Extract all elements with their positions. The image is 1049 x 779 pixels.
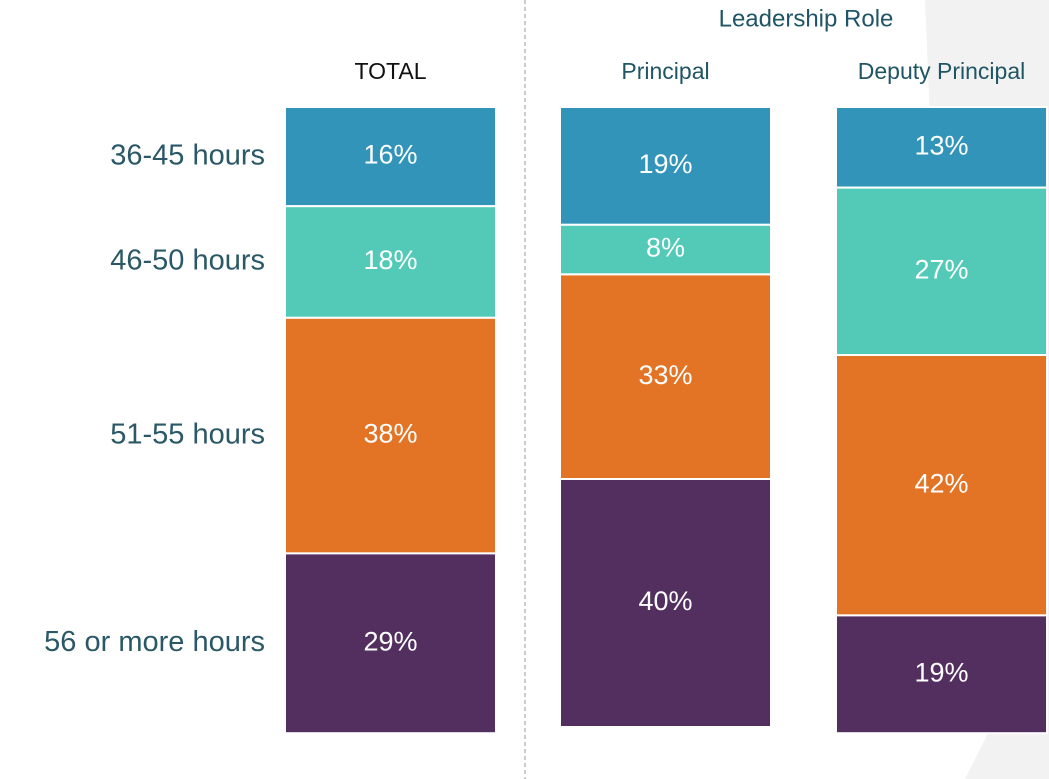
- bar-segment: [835, 614, 1048, 735]
- bar-segment: [559, 106, 772, 226]
- row-label: 51-55 hours: [110, 418, 265, 450]
- group-label: Leadership Role: [719, 5, 894, 32]
- value-label: 27%: [914, 254, 968, 284]
- bar-segment: [559, 223, 772, 276]
- bar-segment: [559, 273, 772, 480]
- row-label: 36-45 hours: [110, 139, 265, 171]
- value-label: 38%: [363, 419, 417, 449]
- bar-segment: [284, 106, 497, 208]
- value-label: 19%: [638, 149, 692, 179]
- category-label: TOTAL: [355, 58, 427, 84]
- category-label: Deputy Principal: [858, 58, 1025, 84]
- value-label: 29%: [363, 626, 417, 656]
- category-label: Principal: [621, 58, 709, 84]
- value-label: 16%: [363, 140, 417, 170]
- value-label: 13%: [914, 130, 968, 160]
- value-label: 8%: [646, 233, 685, 263]
- bar-segment: [284, 316, 497, 555]
- value-label: 42%: [914, 468, 968, 498]
- value-label: 18%: [363, 245, 417, 275]
- value-label: 33%: [638, 360, 692, 390]
- bar-segment: [835, 354, 1048, 617]
- value-label: 40%: [638, 586, 692, 616]
- row-label: 56 or more hours: [44, 626, 265, 658]
- row-label: 46-50 hours: [110, 245, 265, 277]
- value-label: 19%: [914, 657, 968, 687]
- bar-segment: [559, 478, 772, 728]
- bar-segment: [284, 552, 497, 735]
- bar-segment: [835, 106, 1048, 189]
